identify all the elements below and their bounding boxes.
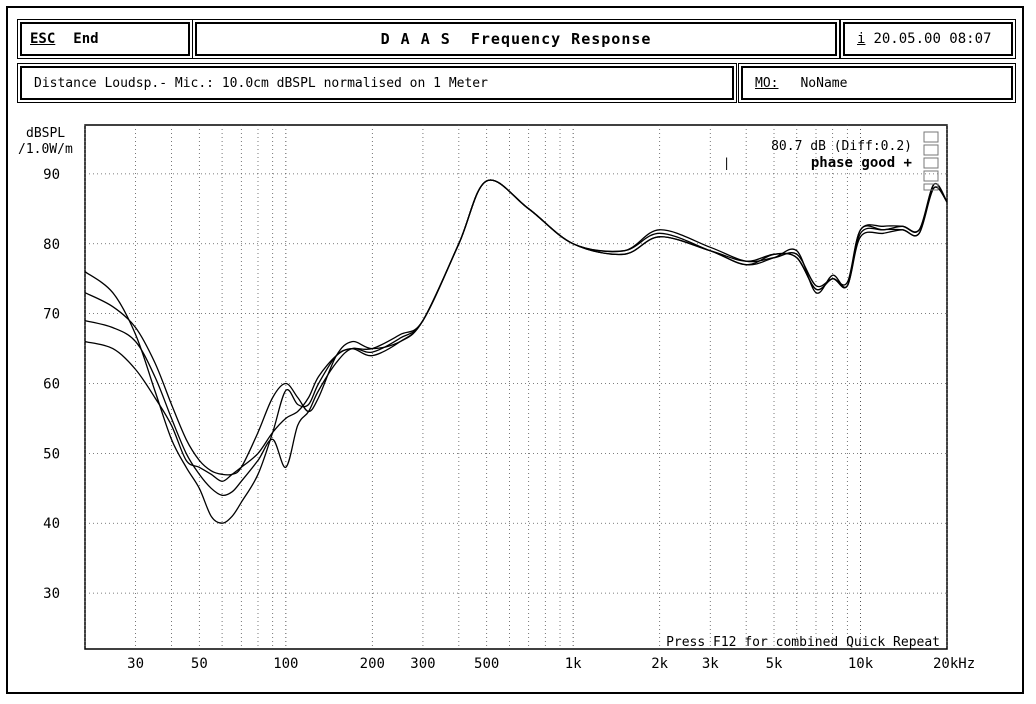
x-tick-label: 1k	[565, 656, 582, 672]
measurement-info-text: Distance Loudsp.- Mic.: 10.0cm dBSPL nor…	[34, 75, 488, 91]
x-tick-label: 50	[191, 656, 208, 672]
y-tick-label: 60	[43, 377, 60, 393]
info-key-label: i	[857, 31, 866, 47]
y-axis-label-line2: /1.0W/m	[18, 142, 73, 157]
plot-area	[84, 124, 948, 650]
series-line-3	[84, 179, 948, 476]
series-lines	[84, 179, 948, 524]
phase-annotation: phase good +	[811, 155, 912, 171]
y-tick-labels: 30 40 50 60 70 80 90	[43, 167, 60, 602]
page-title: D A A S Frequency Response	[380, 29, 652, 48]
y-tick-label: 80	[43, 237, 60, 253]
window-frame	[6, 6, 1024, 694]
phase-glyph-stack	[923, 131, 939, 191]
y-tick-label: 90	[43, 167, 60, 183]
info-datetime-box[interactable]: i 20.05.00 08:07	[840, 19, 1016, 59]
x-tick-label: 5k	[766, 656, 783, 672]
y-axis-label-line1: dBSPL	[26, 126, 65, 141]
y-tick-label: 70	[43, 307, 60, 323]
datetime-label: 20.05.00 08:07	[873, 31, 992, 47]
measurement-info-bar: Distance Loudsp.- Mic.: 10.0cm dBSPL nor…	[17, 63, 737, 103]
esc-end-button[interactable]: ESC End	[17, 19, 193, 59]
mo-value: NoName	[800, 75, 848, 91]
y-tick-label: 40	[43, 516, 60, 532]
x-tick-label: 3k	[702, 656, 719, 672]
x-tick-label: 2k	[651, 656, 668, 672]
x-tick-label: 300	[410, 656, 435, 672]
cursor-marker: |	[723, 156, 730, 170]
esc-key-label: ESC	[30, 31, 56, 47]
db-annotation: 80.7 dB (Diff:0.2)	[771, 139, 912, 154]
x-tick-label: 30	[127, 656, 144, 672]
end-label: End	[73, 31, 99, 47]
mo-box[interactable]: MO: NoName	[738, 63, 1016, 103]
series-line-4	[84, 179, 948, 497]
x-tick-label: 500	[474, 656, 499, 672]
y-tick-label: 30	[43, 586, 60, 602]
grid	[84, 125, 948, 649]
mo-key-label: MO:	[755, 75, 779, 91]
x-tick-labels: 30 50 100 200 300 500 1k 2k 3k 5k 10k 20kHz	[127, 656, 975, 672]
x-tick-label: 10k	[848, 656, 874, 672]
x-tick-label: 200	[360, 656, 385, 672]
y-tick-label: 50	[43, 446, 60, 462]
footer-note: Press F12 for combined Quick Repeat	[666, 635, 940, 650]
x-tick-label: 100	[273, 656, 298, 672]
x-tick-label: 20kHz	[933, 656, 975, 672]
title-bar: D A A S Frequency Response	[192, 19, 840, 59]
